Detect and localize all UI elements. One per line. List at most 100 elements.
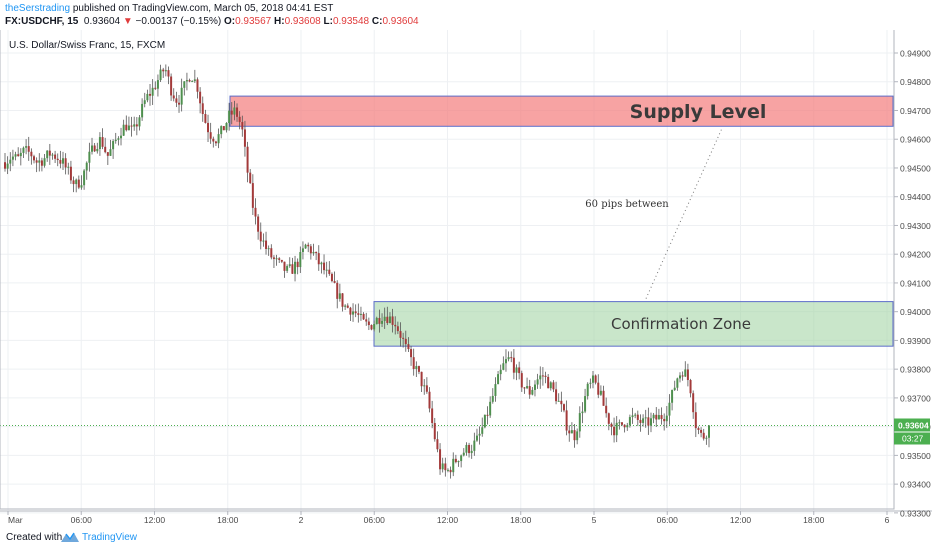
candle-body	[647, 417, 650, 426]
candle-body	[507, 357, 510, 360]
candle-body	[88, 151, 91, 163]
candle-body	[365, 319, 368, 322]
candle-body	[678, 375, 681, 379]
publish-info: published on TradingView.com, March 05, …	[70, 3, 334, 14]
candle-body	[323, 262, 326, 271]
candle-body	[462, 452, 465, 456]
candle-body	[156, 80, 159, 89]
candle-body	[315, 251, 318, 254]
candle-body	[209, 132, 212, 139]
last-price: 0.93604	[83, 16, 121, 27]
candle-body	[151, 87, 154, 96]
candle-body	[634, 414, 637, 416]
connector-line	[645, 128, 723, 299]
candle-body	[410, 349, 413, 358]
candle-body	[555, 389, 558, 402]
x-tick-label: 5	[592, 515, 597, 524]
candle-body	[85, 162, 88, 171]
candle-body	[628, 417, 631, 426]
candle-body	[133, 124, 136, 127]
candle-body	[547, 376, 550, 389]
time-axis[interactable]: Mar 06:00 12:00 18:00 2 06:00 12:00 18:00 5 06:00…	[7, 511, 890, 524]
candle-body	[562, 404, 565, 411]
candle-body	[11, 156, 14, 160]
candle-body	[552, 382, 555, 390]
candle-body	[684, 369, 687, 377]
candle-body	[141, 103, 144, 118]
candle-body	[607, 413, 610, 424]
candle-body	[549, 382, 552, 389]
candle-body	[370, 325, 373, 330]
candle-body	[27, 146, 30, 152]
candle-body	[663, 418, 666, 422]
author-link[interactable]: theSerstrading	[5, 3, 71, 14]
candle-body	[581, 411, 584, 414]
down-arrow-icon: ▼	[122, 16, 133, 27]
candle-body	[362, 313, 365, 320]
y-tick-label: 0.93700	[900, 393, 931, 403]
candle-body	[127, 125, 130, 131]
candle-body	[291, 264, 294, 274]
candle-body	[344, 305, 347, 307]
candle-body	[644, 417, 647, 419]
countdown-badge	[894, 432, 930, 445]
candle-body	[357, 313, 360, 315]
candle-body	[373, 324, 376, 330]
candle-body	[394, 324, 397, 327]
tradingview-logo-icon[interactable]	[60, 530, 80, 544]
candle-body	[312, 251, 315, 254]
candle-body	[631, 415, 634, 418]
candle-body	[120, 135, 123, 139]
candlestick-chart[interactable]: Supply Level Confirmation Zone 60 pips be…	[0, 30, 932, 524]
candle-body	[615, 422, 618, 436]
candle-body	[333, 281, 336, 283]
tradingview-brand[interactable]: TradingView	[82, 532, 138, 543]
candle-body	[578, 413, 581, 432]
candle-body	[138, 117, 141, 127]
candle-body	[375, 317, 378, 325]
candle-body	[80, 185, 83, 188]
candle-body	[286, 266, 289, 271]
candle-body	[170, 76, 173, 96]
candle-body	[164, 70, 167, 72]
candle-body	[504, 359, 507, 364]
confirmation-zone[interactable]	[373, 301, 894, 347]
candle-body	[207, 122, 210, 133]
candle-body	[106, 152, 109, 156]
low-value: 0.93548	[332, 16, 370, 27]
candle-body	[233, 107, 236, 115]
price-change: −0.00137 (−0.15%)	[135, 16, 222, 27]
candle-body	[349, 307, 352, 315]
candle-body	[620, 422, 623, 425]
candle-body	[228, 110, 231, 123]
candle-body	[114, 139, 117, 142]
candle-body	[570, 430, 573, 434]
supply-zone[interactable]	[229, 95, 894, 127]
candle-body	[178, 102, 181, 105]
candle-body	[167, 70, 170, 77]
candle-body	[439, 449, 442, 470]
x-tick-label: Mar	[8, 515, 23, 524]
created-with-text: Created with	[6, 532, 63, 543]
candle-body	[428, 391, 431, 409]
candle-body	[452, 458, 455, 473]
candle-body	[705, 437, 708, 439]
candle-body	[341, 293, 344, 307]
candle-body	[33, 156, 36, 161]
candle-body	[96, 149, 99, 152]
candle-body	[404, 338, 407, 345]
candle-body	[320, 262, 323, 265]
candle-body	[17, 154, 20, 157]
y-tick-label: 0.94000	[900, 307, 931, 317]
candle-body	[539, 375, 542, 380]
candle-body	[557, 400, 560, 402]
candle-body	[494, 384, 497, 396]
candle-body	[162, 69, 165, 72]
price-axis[interactable]: 0.94900 0.94800 0.94700 0.94600 0.94500 0.944…	[894, 48, 931, 518]
candle-body	[22, 147, 25, 153]
candle-body	[415, 366, 418, 370]
y-tick-label: 0.94100	[900, 278, 931, 288]
high-label: H:	[274, 16, 285, 27]
y-tick-label: 0.94400	[900, 192, 931, 202]
open-value: 0.93567	[235, 16, 272, 27]
